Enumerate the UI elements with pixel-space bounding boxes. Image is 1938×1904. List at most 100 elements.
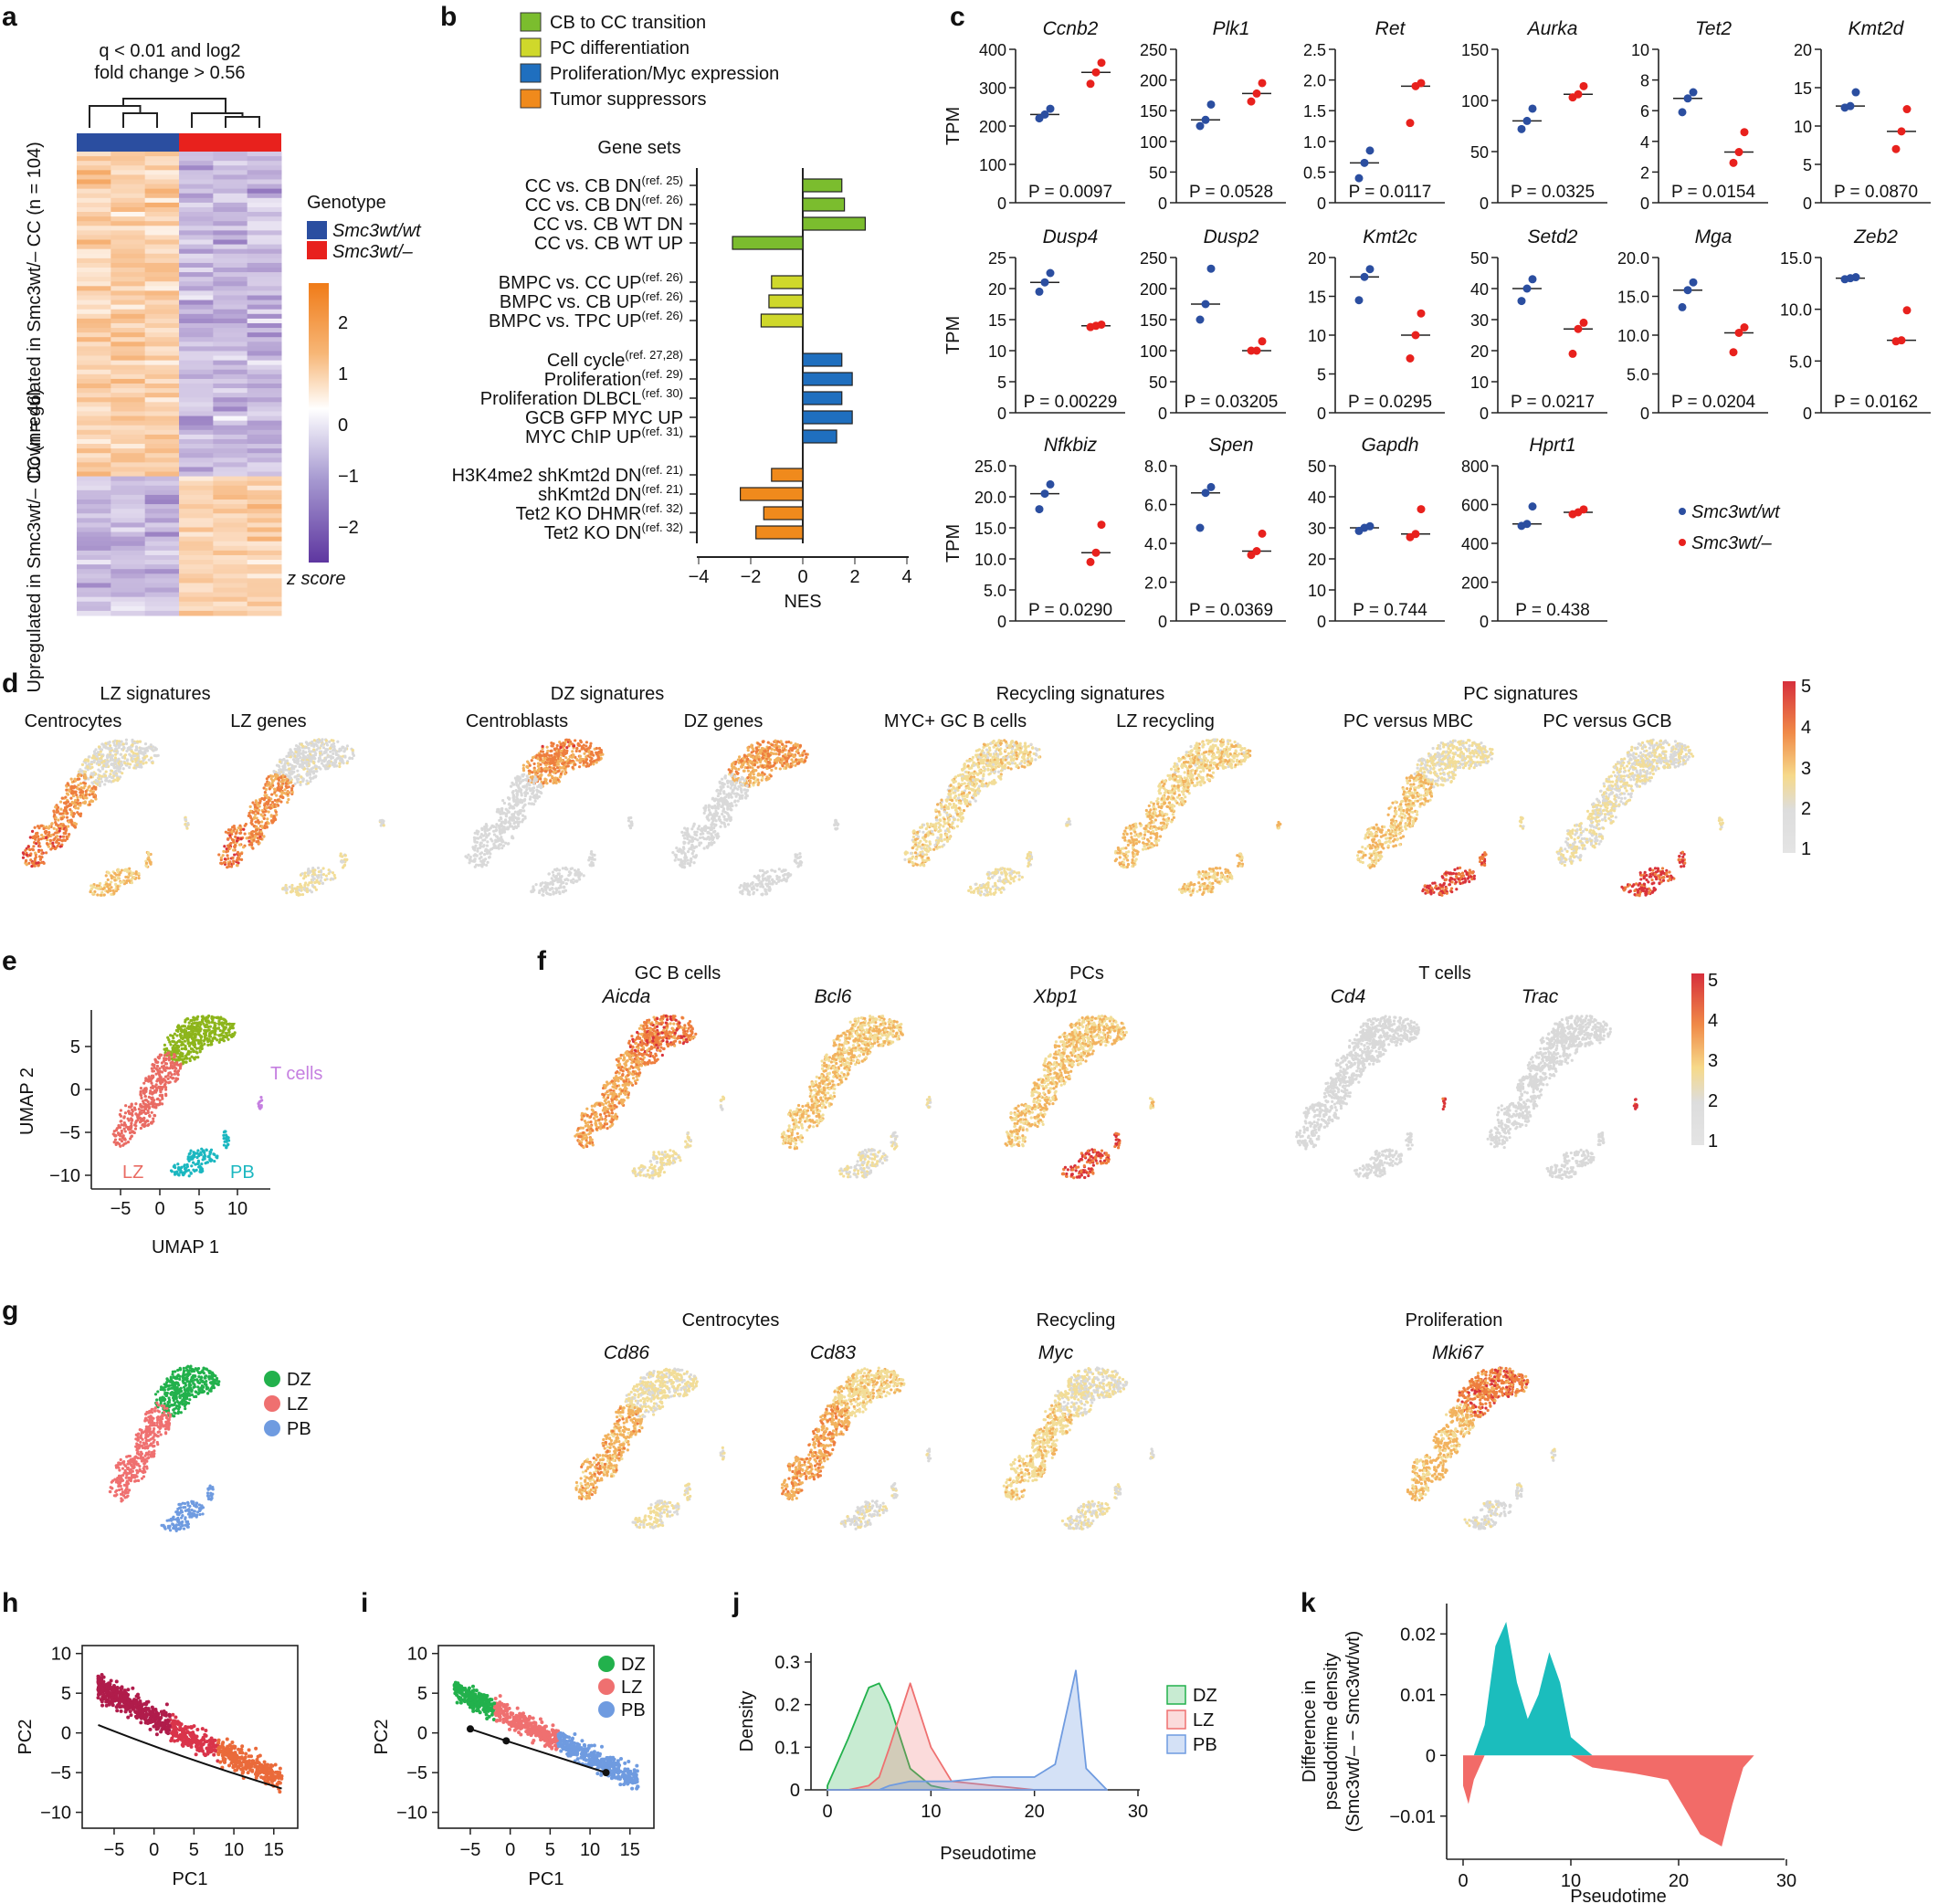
cell-point bbox=[732, 789, 734, 792]
heatmap-cell bbox=[145, 240, 180, 246]
legend-label: Tumor suppressors bbox=[550, 89, 707, 110]
cell-point bbox=[265, 802, 268, 805]
cell-point bbox=[306, 763, 309, 766]
gene-set-ref: (ref. 30) bbox=[641, 386, 683, 400]
cell-point bbox=[90, 775, 92, 778]
cell-point bbox=[147, 857, 150, 860]
heatmap-cell bbox=[145, 374, 180, 380]
cell-point bbox=[56, 828, 58, 831]
data-point-wt bbox=[1202, 116, 1210, 124]
cell-point bbox=[486, 861, 489, 864]
heatmap-cell bbox=[213, 170, 248, 175]
cell-point bbox=[296, 781, 299, 784]
gene-name: Spen bbox=[1208, 435, 1253, 456]
cell-point bbox=[801, 753, 804, 756]
cell-point bbox=[321, 738, 323, 741]
heatmap-cell bbox=[179, 258, 214, 264]
x-tick-label: 0 bbox=[797, 567, 807, 587]
heatmap-cell bbox=[248, 379, 282, 384]
heatmap-cell bbox=[145, 277, 180, 282]
cell-point bbox=[565, 878, 568, 880]
cell-point bbox=[332, 763, 334, 766]
cell-point bbox=[688, 847, 690, 850]
heatmap-cell bbox=[77, 226, 111, 231]
cell-point bbox=[77, 774, 79, 777]
cell-point bbox=[542, 753, 545, 756]
cell-point bbox=[578, 760, 581, 763]
cell-point bbox=[744, 796, 747, 799]
heatmap-cell bbox=[248, 448, 282, 454]
heatmap-cell bbox=[77, 578, 111, 584]
heatmap-cell bbox=[145, 332, 180, 338]
cell-point bbox=[50, 834, 53, 836]
cell-point bbox=[771, 878, 774, 881]
nes-bar bbox=[803, 430, 837, 443]
heatmap-cell bbox=[213, 467, 248, 472]
cell-point bbox=[498, 819, 500, 822]
cell-point bbox=[532, 756, 534, 759]
heatmap-cell bbox=[111, 532, 145, 538]
heatmap-cell bbox=[213, 597, 248, 603]
p-value: P = 0.0528 bbox=[1189, 183, 1273, 202]
heatmap-cell bbox=[248, 611, 282, 616]
cell-point bbox=[69, 821, 72, 824]
heatmap-cell bbox=[77, 240, 111, 246]
cell-point bbox=[541, 888, 543, 890]
heatmap-cell bbox=[213, 226, 248, 231]
heatmap-cell bbox=[179, 435, 214, 440]
cell-point bbox=[76, 787, 79, 790]
cell-point bbox=[308, 747, 311, 750]
cell-point bbox=[232, 862, 235, 865]
cell-point bbox=[535, 778, 538, 781]
heatmap-cell bbox=[77, 500, 111, 505]
cell-point bbox=[540, 882, 542, 885]
cell-point bbox=[750, 771, 753, 773]
cell-point bbox=[109, 774, 111, 777]
heatmap-cell bbox=[111, 323, 145, 329]
cell-point bbox=[309, 780, 311, 783]
data-point-het bbox=[1417, 79, 1426, 87]
cell-point bbox=[102, 743, 105, 746]
cell-point bbox=[65, 836, 68, 838]
cell-point bbox=[92, 795, 95, 798]
cell-point bbox=[254, 835, 257, 837]
heatmap-cell bbox=[213, 207, 248, 213]
heatmap-cell bbox=[179, 397, 214, 403]
heatmap-cell bbox=[248, 230, 282, 236]
cell-point bbox=[515, 779, 518, 782]
heatmap-cell bbox=[213, 421, 248, 426]
cell-point bbox=[130, 874, 132, 877]
cell-point bbox=[572, 753, 574, 756]
cell-point bbox=[27, 862, 30, 865]
cell-point bbox=[583, 752, 585, 755]
cell-point bbox=[79, 804, 81, 806]
cell-point bbox=[58, 825, 61, 827]
heatmap-cell bbox=[213, 490, 248, 496]
cell-point bbox=[114, 745, 117, 748]
heatmap-cell bbox=[77, 458, 111, 463]
heatmap-cell bbox=[179, 458, 214, 463]
cell-point bbox=[186, 822, 189, 825]
cell-point bbox=[787, 874, 790, 877]
cell-point bbox=[265, 806, 268, 809]
cell-point bbox=[766, 752, 769, 755]
heatmap-cell bbox=[77, 509, 111, 514]
cell-point bbox=[116, 876, 119, 878]
cell-point bbox=[299, 889, 301, 891]
heatmap-cell bbox=[248, 522, 282, 528]
cell-point bbox=[311, 750, 313, 752]
cell-point bbox=[514, 825, 517, 827]
y-tick-label: 200 bbox=[1140, 72, 1167, 90]
y-tick-label: 150 bbox=[1140, 102, 1167, 121]
panel-c-legend: Smc3wt/wt Smc3wt/– bbox=[1679, 502, 1781, 553]
x-tick-label: −4 bbox=[689, 567, 710, 587]
cell-point bbox=[753, 776, 755, 779]
heatmap-cell bbox=[77, 593, 111, 598]
cell-point bbox=[89, 890, 91, 893]
cell-point bbox=[323, 760, 326, 763]
heatmap-cell bbox=[77, 323, 111, 329]
heatmap-cell bbox=[179, 537, 214, 542]
cell-point bbox=[322, 873, 325, 876]
y-tick-label: 4.0 bbox=[1144, 535, 1167, 553]
y-tick-label: 50 bbox=[1470, 249, 1489, 268]
